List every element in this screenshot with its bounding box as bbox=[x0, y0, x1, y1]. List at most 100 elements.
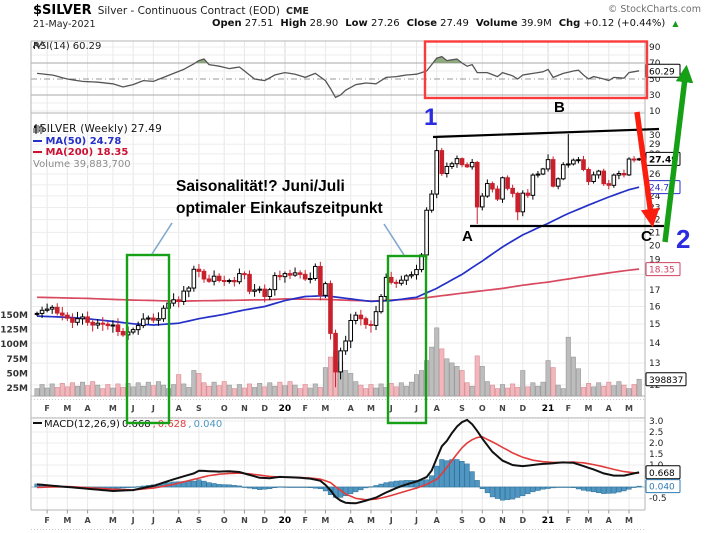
svg-text:J: J bbox=[389, 404, 393, 413]
quote-open: Open 27.51 bbox=[212, 18, 274, 29]
macd-label: MACD(12,26,9) bbox=[44, 419, 120, 430]
svg-text:S: S bbox=[196, 516, 202, 525]
svg-text:60.29: 60.29 bbox=[649, 67, 675, 77]
svg-text:30: 30 bbox=[649, 91, 661, 101]
svg-text:J: J bbox=[414, 516, 418, 525]
svg-text:24.78: 24.78 bbox=[649, 184, 675, 194]
quote-close: Close 27.49 bbox=[406, 18, 469, 29]
ma200-legend-row: MA(200) 18.35 bbox=[33, 147, 162, 159]
svg-text:A: A bbox=[176, 516, 183, 525]
symbol-legend-row: $SILVER (Weekly) 27.49 bbox=[33, 123, 162, 136]
svg-text:21: 21 bbox=[649, 228, 660, 238]
svg-text:A: A bbox=[606, 516, 613, 525]
svg-text:150M: 150M bbox=[0, 311, 28, 321]
svg-text:-0.5: -0.5 bbox=[649, 494, 667, 504]
svg-text:M: M bbox=[63, 404, 71, 413]
change-up-arrow-icon: ▲ bbox=[672, 19, 679, 28]
svg-text:J: J bbox=[414, 404, 418, 413]
svg-text:16: 16 bbox=[649, 303, 661, 313]
svg-text:0.668: 0.668 bbox=[649, 469, 675, 479]
indicator-line-icon bbox=[33, 41, 45, 49]
svg-text:J: J bbox=[131, 404, 135, 413]
volume-bars-icon bbox=[33, 125, 43, 133]
svg-text:M: M bbox=[367, 516, 375, 525]
svg-text:M: M bbox=[367, 404, 375, 413]
chart-header: $SILVER Silver - Continuous Contract (EO… bbox=[33, 3, 309, 18]
svg-text:F: F bbox=[302, 516, 307, 525]
macd-hist-value: 0.040 bbox=[193, 419, 223, 430]
svg-text:19: 19 bbox=[649, 256, 661, 266]
svg-text:A: A bbox=[176, 404, 183, 413]
ma200-label: MA(200) 18.35 bbox=[45, 147, 129, 158]
svg-text:D: D bbox=[519, 516, 526, 525]
wave-label-1: 1 bbox=[424, 104, 438, 131]
svg-text:1.5: 1.5 bbox=[649, 450, 663, 460]
ma50-legend-row: MA(50) 24.78 bbox=[33, 136, 162, 148]
stockcharts-credit: © StockCharts.com bbox=[607, 4, 701, 15]
rsi-value: 60.29 bbox=[72, 41, 102, 52]
svg-text:J: J bbox=[151, 516, 155, 525]
svg-text:22: 22 bbox=[649, 216, 660, 226]
svg-text:D: D bbox=[519, 404, 526, 413]
svg-text:M: M bbox=[625, 404, 633, 413]
svg-text:2.0: 2.0 bbox=[649, 439, 664, 449]
svg-text:M: M bbox=[585, 404, 593, 413]
svg-text:125M: 125M bbox=[0, 326, 28, 336]
point-c-label: C bbox=[641, 228, 652, 245]
svg-text:O: O bbox=[221, 516, 228, 525]
svg-text:M: M bbox=[109, 404, 117, 413]
ma200-swatch bbox=[33, 151, 42, 153]
svg-text:N: N bbox=[241, 516, 248, 525]
rsi-label: RSI(14) bbox=[33, 41, 70, 52]
svg-text:15: 15 bbox=[649, 320, 660, 330]
svg-text:F: F bbox=[566, 404, 571, 413]
seasonality-line2: optimaler Einkaufszeitpunkt bbox=[176, 200, 383, 217]
svg-text:S: S bbox=[459, 516, 465, 525]
svg-text:J: J bbox=[151, 404, 155, 413]
seasonality-note: Saisonalität!? Juni/Juli optimaler Einka… bbox=[176, 176, 383, 220]
svg-text:D: D bbox=[261, 516, 268, 525]
symbol-legend-value: 27.49 bbox=[130, 123, 162, 135]
wave-label-2: 2 bbox=[676, 224, 691, 254]
volume-legend-row: Volume 39,883,700 bbox=[33, 125, 162, 171]
svg-text:N: N bbox=[499, 516, 506, 525]
volume-label: Volume 39,883,700 bbox=[33, 158, 131, 170]
svg-text:S: S bbox=[196, 404, 202, 413]
svg-text:20: 20 bbox=[649, 242, 661, 252]
svg-text:90: 90 bbox=[649, 43, 661, 53]
svg-text:A: A bbox=[434, 516, 441, 525]
svg-text:M: M bbox=[585, 516, 593, 525]
svg-text:M: M bbox=[63, 516, 71, 525]
svg-text:A: A bbox=[348, 404, 355, 413]
svg-text:23: 23 bbox=[649, 203, 660, 213]
svg-text:18.35: 18.35 bbox=[649, 266, 675, 276]
svg-text:M: M bbox=[321, 516, 329, 525]
quote-volume: Volume 39.9M bbox=[475, 18, 552, 29]
rsi-legend: RSI(14) 60.29 bbox=[33, 41, 101, 52]
svg-text:F: F bbox=[44, 516, 49, 525]
svg-text:M: M bbox=[321, 404, 329, 413]
point-a-label: A bbox=[462, 228, 473, 245]
exchange-label: CME bbox=[285, 6, 309, 17]
point-b-label: B bbox=[554, 99, 565, 116]
svg-text:J: J bbox=[131, 516, 135, 525]
ticker-symbol: $SILVER bbox=[33, 3, 92, 18]
macd-value: 0.668 bbox=[121, 419, 151, 430]
svg-text:25M: 25M bbox=[7, 384, 29, 394]
main-legend: $SILVER (Weekly) 27.49 MA(50) 24.78 MA(2… bbox=[33, 123, 162, 171]
svg-text:398837: 398837 bbox=[649, 376, 683, 386]
svg-text:100M: 100M bbox=[0, 340, 28, 350]
chart-date: 21-May-2021 bbox=[33, 19, 96, 30]
ma50-label: MA(50) 24.78 bbox=[45, 135, 122, 147]
svg-text:N: N bbox=[241, 404, 248, 413]
svg-text:20: 20 bbox=[279, 404, 292, 414]
svg-text:20: 20 bbox=[279, 516, 292, 526]
symbol-legend-label: $SILVER (Weekly) bbox=[33, 123, 128, 135]
svg-text:S: S bbox=[459, 404, 465, 413]
svg-text:29: 29 bbox=[649, 140, 661, 150]
svg-text:17: 17 bbox=[649, 286, 660, 296]
instrument-name: Silver - Continuous Contract (EOD) bbox=[97, 5, 280, 17]
svg-text:2.5: 2.5 bbox=[649, 428, 663, 438]
